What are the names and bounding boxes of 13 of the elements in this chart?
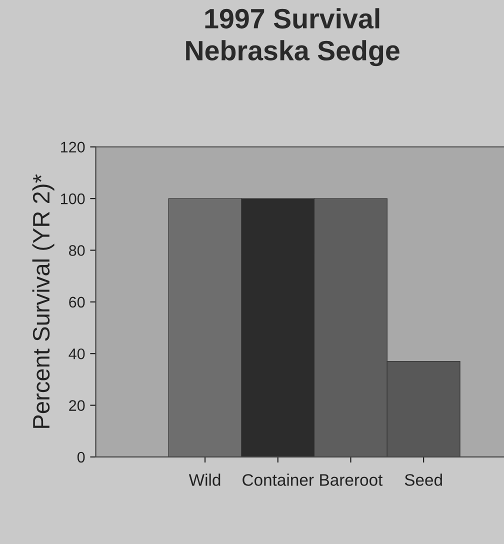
x-tick-label: Bareroot [320, 474, 383, 486]
x-tick-label: Wild [188, 474, 220, 486]
y-tick-label: 120 [61, 142, 85, 153]
y-tick-label: 100 [61, 193, 85, 204]
y-tick-label: 40 [68, 348, 85, 360]
chart-title: 1997 Survival Nebraska Sedge [186, 8, 400, 66]
x-tick-label: Container [242, 474, 314, 486]
x-tick-label: Seed [404, 474, 442, 486]
y-tick-label: 60 [69, 296, 85, 308]
y-tick-label: 0 [77, 452, 85, 463]
y-tick-label: 20 [69, 400, 85, 411]
y-tick-label: 80 [69, 245, 85, 256]
y-axis-title: Percent Survival (YR 2)* [32, 174, 54, 428]
